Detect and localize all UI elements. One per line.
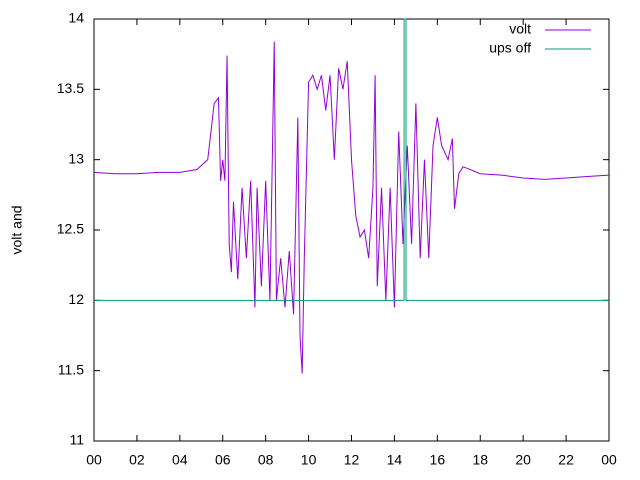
y-axis-label: volt and bbox=[9, 205, 25, 254]
series-line bbox=[94, 18, 609, 301]
legend-label: ups off bbox=[489, 40, 531, 56]
x-tick-label: 00 bbox=[601, 452, 617, 468]
y-tick-label: 13 bbox=[68, 150, 84, 166]
y-tick-label: 12.5 bbox=[57, 221, 84, 237]
y-tick-label: 12 bbox=[68, 291, 84, 307]
y-tick-label: 13.5 bbox=[57, 80, 84, 96]
x-tick-label: 06 bbox=[215, 452, 231, 468]
x-tick-label: 20 bbox=[515, 452, 531, 468]
x-tick-label: 10 bbox=[301, 452, 317, 468]
y-tick-label: 11 bbox=[69, 432, 84, 448]
x-tick-label: 02 bbox=[129, 452, 145, 468]
x-tick-label: 08 bbox=[258, 452, 274, 468]
x-tick-label: 00 bbox=[86, 452, 102, 468]
x-tick-label: 22 bbox=[558, 452, 574, 468]
y-tick-label: 11.5 bbox=[58, 361, 84, 377]
series-line bbox=[93, 41, 610, 374]
x-tick-label: 12 bbox=[344, 452, 360, 468]
x-tick-label: 18 bbox=[472, 452, 488, 468]
x-tick-label: 04 bbox=[172, 452, 188, 468]
x-tick-label: 14 bbox=[387, 452, 403, 468]
plot-frame bbox=[93, 18, 610, 442]
x-tick-label: 16 bbox=[430, 452, 446, 468]
legend-label: volt bbox=[509, 21, 531, 37]
y-tick-label: 14 bbox=[68, 10, 84, 26]
